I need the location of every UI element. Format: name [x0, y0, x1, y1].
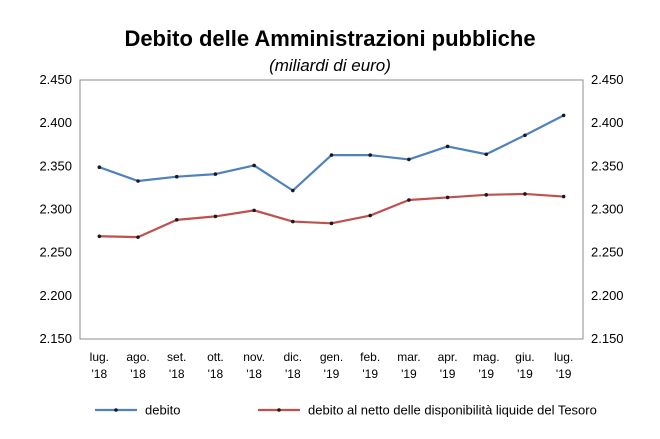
- data-point: [136, 179, 140, 183]
- y-tick-label-right: 2.400: [591, 115, 624, 130]
- x-tick-label-year: '19: [362, 367, 378, 381]
- y-tick-label-right: 2.250: [591, 245, 624, 260]
- y-tick-label-left: 2.200: [39, 288, 72, 303]
- y-tick-label-left: 2.400: [39, 115, 72, 130]
- x-tick-label-month: ott.: [207, 350, 224, 364]
- x-tick-label-year: '18: [208, 367, 224, 381]
- data-point: [329, 153, 334, 157]
- x-tick-label-month: gen.: [320, 350, 343, 364]
- y-tick-label-left: 2.300: [39, 202, 72, 217]
- y-axis-right: 2.150 2.200 2.250 2.300 2.350 2.400 2.450: [591, 72, 624, 346]
- data-point: [445, 144, 450, 149]
- data-point: [291, 188, 295, 193]
- data-point: [213, 214, 218, 219]
- data-point: [213, 172, 218, 176]
- x-axis: lug. '18 ago. '18 set. '18 ott. '18 nov. '18 dic. '…: [90, 350, 574, 381]
- y-tick-label-right: 2.350: [591, 158, 624, 173]
- data-point: [368, 213, 372, 218]
- y-tick-label-right: 2.200: [591, 288, 624, 303]
- data-point: [291, 219, 295, 224]
- x-tick-label-month: ago.: [126, 350, 149, 364]
- x-tick-label-month: dic.: [283, 350, 302, 364]
- data-point: [329, 221, 334, 226]
- x-tick-label-year: '18: [285, 367, 301, 381]
- x-tick-label-year: '19: [517, 367, 533, 381]
- x-tick-label-year: '19: [478, 367, 494, 381]
- x-tick-label-month: nov.: [243, 350, 265, 364]
- legend-label-1: debito: [145, 403, 180, 418]
- chart-title: Debito delle Amministrazioni pubbliche: [124, 26, 536, 51]
- y-tick-label-left: 2.250: [39, 245, 72, 260]
- x-tick-label-year: '19: [401, 367, 417, 381]
- data-point: [407, 198, 411, 202]
- x-tick-label-year: '18: [246, 367, 262, 381]
- x-tick-label-year: '18: [169, 367, 185, 381]
- x-tick-label-month: lug.: [554, 350, 573, 364]
- x-tick-label-month: apr.: [438, 350, 458, 364]
- legend-swatch-marker: [114, 408, 118, 412]
- y-tick-label-left: 2.450: [39, 72, 72, 87]
- data-point: [97, 165, 102, 169]
- y-tick-label-right: 2.300: [591, 202, 624, 217]
- plot-area-border: [79, 79, 584, 340]
- data-point: [445, 195, 450, 200]
- data-point: [523, 192, 527, 196]
- legend-label-2: debito al netto delle disponibilità liqu…: [308, 403, 597, 418]
- x-tick-label-year: '18: [130, 367, 146, 381]
- series-line-2: [99, 192, 564, 239]
- data-point: [561, 113, 566, 118]
- x-tick-label-year: '19: [440, 367, 456, 381]
- data-point: [252, 163, 256, 168]
- x-tick-label-month: mar.: [397, 350, 420, 364]
- x-tick-label-month: feb.: [360, 350, 380, 364]
- legend-swatch-marker: [277, 408, 281, 412]
- series-line-1: [98, 114, 565, 192]
- data-point: [174, 218, 179, 222]
- x-tick-label-month: set.: [167, 350, 186, 364]
- x-tick-label-year: '19: [556, 367, 572, 381]
- data-point: [252, 208, 256, 213]
- data-point: [368, 153, 372, 157]
- data-point: [136, 235, 140, 239]
- legend: debito debito al netto delle disponibilit…: [95, 403, 597, 418]
- data-point: [523, 133, 527, 138]
- y-tick-label-left: 2.150: [39, 331, 72, 346]
- x-tick-label-month: lug.: [90, 350, 109, 364]
- y-tick-label-right: 2.150: [591, 331, 624, 346]
- data-point: [174, 174, 179, 179]
- x-tick-label-month: giu.: [515, 350, 534, 364]
- y-axis-left: 2.150 2.200 2.250 2.300 2.350 2.400 2.450: [39, 72, 72, 346]
- series-layer: [97, 113, 566, 239]
- data-point: [97, 234, 102, 239]
- data-point: [484, 152, 489, 157]
- x-tick-label-month: mag.: [473, 350, 500, 364]
- y-tick-label-right: 2.450: [591, 72, 624, 87]
- chart-subtitle: (miliardi di euro): [269, 56, 391, 75]
- data-point: [561, 194, 566, 199]
- x-tick-label-year: '18: [92, 367, 108, 381]
- x-tick-label-year: '19: [324, 367, 340, 381]
- data-point: [484, 193, 489, 197]
- y-tick-label-left: 2.350: [39, 158, 72, 173]
- data-point: [407, 157, 411, 162]
